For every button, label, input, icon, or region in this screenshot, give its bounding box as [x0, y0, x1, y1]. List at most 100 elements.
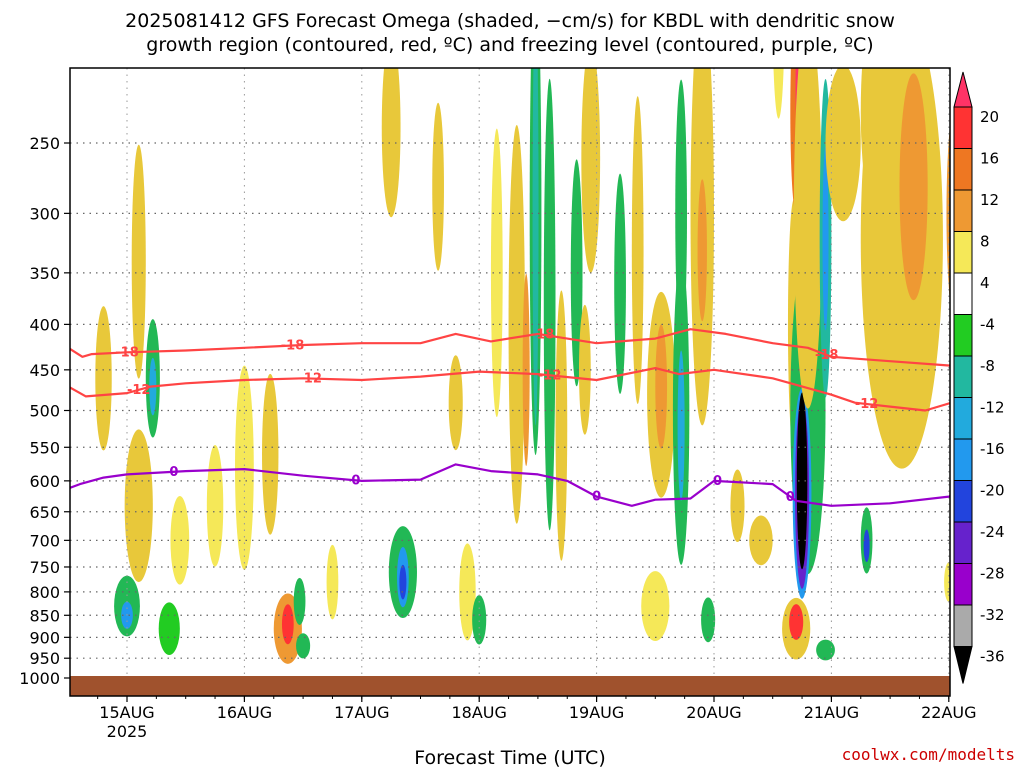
omega-cell-68	[899, 73, 928, 301]
ytick-label-450: 450	[29, 361, 60, 380]
contour-label-1-3: -12	[855, 397, 879, 412]
colorbar-label-11: -28	[980, 565, 1005, 583]
ground-surface	[70, 676, 950, 696]
omega-cell-61	[789, 604, 804, 640]
colorbar-band-10	[953, 521, 973, 564]
contour-label-0-2: -18	[531, 328, 555, 343]
omega-cell-44	[701, 597, 716, 643]
colorbar-label-8: -16	[980, 440, 1005, 458]
omega-cell-59	[822, 146, 829, 331]
credit-link[interactable]: coolwx.com/modelts	[842, 745, 1015, 764]
ytick-label-250: 250	[29, 134, 60, 153]
omega-cell-16	[326, 544, 339, 620]
omega-cell-3	[124, 429, 153, 583]
xtick-label-6: 21AUG	[804, 703, 859, 722]
contour-line-1	[70, 367, 950, 412]
ytick-label-650: 650	[29, 503, 60, 522]
omega-cell-20	[399, 564, 407, 600]
contour-line-2	[70, 463, 950, 507]
x-axis-label: Forecast Time (UTC)	[414, 747, 605, 768]
ytick-label-500: 500	[29, 402, 60, 421]
colorbar-band-2	[953, 189, 973, 232]
colorbar-label-3: 8	[980, 233, 990, 251]
omega-cell-24	[472, 595, 487, 645]
omega-cell-45	[641, 571, 670, 642]
omega-cell-47	[749, 515, 773, 566]
omega-cell-57	[793, 68, 823, 409]
omega-cell-54	[796, 392, 808, 570]
ytick-label-350: 350	[29, 264, 60, 283]
ytick-label-850: 850	[29, 606, 60, 625]
contour-label-2-2: 0	[592, 490, 601, 505]
omega-cell-38	[655, 324, 668, 449]
contour-label-2-1: 0	[351, 473, 360, 488]
pressure-axis: 250 300 350 400 450 500 550 600 650 700 750 800 850 9…	[19, 134, 70, 688]
omega-cell-15	[296, 633, 311, 659]
colorbar-band-3	[953, 231, 973, 274]
colorbar-band-5	[953, 314, 973, 357]
omega-cell-74	[998, 42, 1010, 384]
omega-cell-26	[508, 125, 525, 524]
contour-line-0	[70, 328, 950, 367]
ytick-label-600: 600	[29, 472, 60, 491]
colorbar-band-12	[953, 604, 973, 647]
omega-cell-29	[532, 68, 539, 426]
omega-cell-65	[863, 529, 870, 563]
colorbar-label-9: -20	[980, 482, 1005, 500]
colorbar-label-10: -24	[980, 523, 1005, 541]
omega-cell-62	[816, 639, 835, 661]
omega-cell-0	[95, 306, 112, 451]
colorbar-band-1	[953, 148, 973, 191]
ytick-label-700: 700	[29, 531, 60, 550]
year-label: 2025	[107, 722, 148, 741]
colorbar-band-11	[953, 563, 973, 606]
ytick-label-750: 750	[29, 558, 60, 577]
xtick-label-4: 19AUG	[569, 703, 624, 722]
omega-cell-4	[131, 144, 146, 379]
xtick-label-1: 16AUG	[217, 703, 272, 722]
colorbar-label-0: 20	[980, 108, 999, 126]
omega-cell-32	[570, 159, 583, 387]
omega-cell-43	[697, 179, 707, 322]
omega-cell-14	[293, 577, 306, 625]
omega-cell-11	[262, 373, 279, 535]
plot-area: -18 -18 -18 -18 -12 -12 -12 -12 0 0 0 0 0	[70, 42, 1010, 696]
colorbar-label-5: -4	[980, 316, 995, 334]
omega-cell-7	[158, 602, 180, 656]
omega-cell-10	[235, 365, 254, 570]
contour-label-1-2: -12	[538, 368, 562, 383]
ytick-label-550: 550	[29, 438, 60, 457]
colorbar-label-4: 4	[980, 274, 990, 292]
omega-cell-63	[825, 68, 861, 222]
colorbar-label-12: -32	[980, 606, 1005, 624]
ytick-label-400: 400	[29, 315, 60, 334]
omega-cell-13	[281, 604, 294, 645]
colorbar-label-7: -12	[980, 399, 1005, 417]
plot-frame	[69, 67, 951, 697]
contour-label-2-3: 0	[713, 474, 722, 489]
omega-cell-8	[170, 496, 190, 585]
colorbar-label-6: -8	[980, 357, 995, 375]
ytick-label-300: 300	[29, 204, 60, 223]
omega-cell-22	[448, 355, 463, 451]
contour-label-0-1: -18	[281, 339, 305, 354]
colorbar-band-9	[953, 480, 973, 523]
omega-cell-36	[631, 96, 644, 404]
xtick-label-5: 20AUG	[686, 703, 741, 722]
contour-lines: -18 -18 -18 -18 -12 -12 -12 -12 0 0 0 0 0	[70, 328, 950, 507]
omega-cell-17	[381, 68, 401, 218]
omega-cell-71	[983, 173, 997, 437]
colorbar-band-0	[953, 106, 973, 149]
omega-cell-46	[730, 469, 745, 543]
colorbar-band-8	[953, 438, 973, 481]
colorbar-label-13: -36	[980, 648, 1005, 666]
ytick-label-1000: 1000	[19, 669, 60, 688]
grid-lines	[70, 68, 950, 696]
colorbar-label-2: 12	[980, 191, 999, 209]
chart-title-line2: growth region (contoured, red, ºC) and f…	[146, 34, 873, 56]
omega-cell-9	[206, 444, 224, 567]
omega-cell-25	[490, 128, 503, 418]
ytick-label-950: 950	[29, 649, 60, 668]
time-axis: 15AUG 16AUG 17AUG 18AUG 19AUG 20AUG 21AUG 22AUG	[97, 696, 977, 722]
